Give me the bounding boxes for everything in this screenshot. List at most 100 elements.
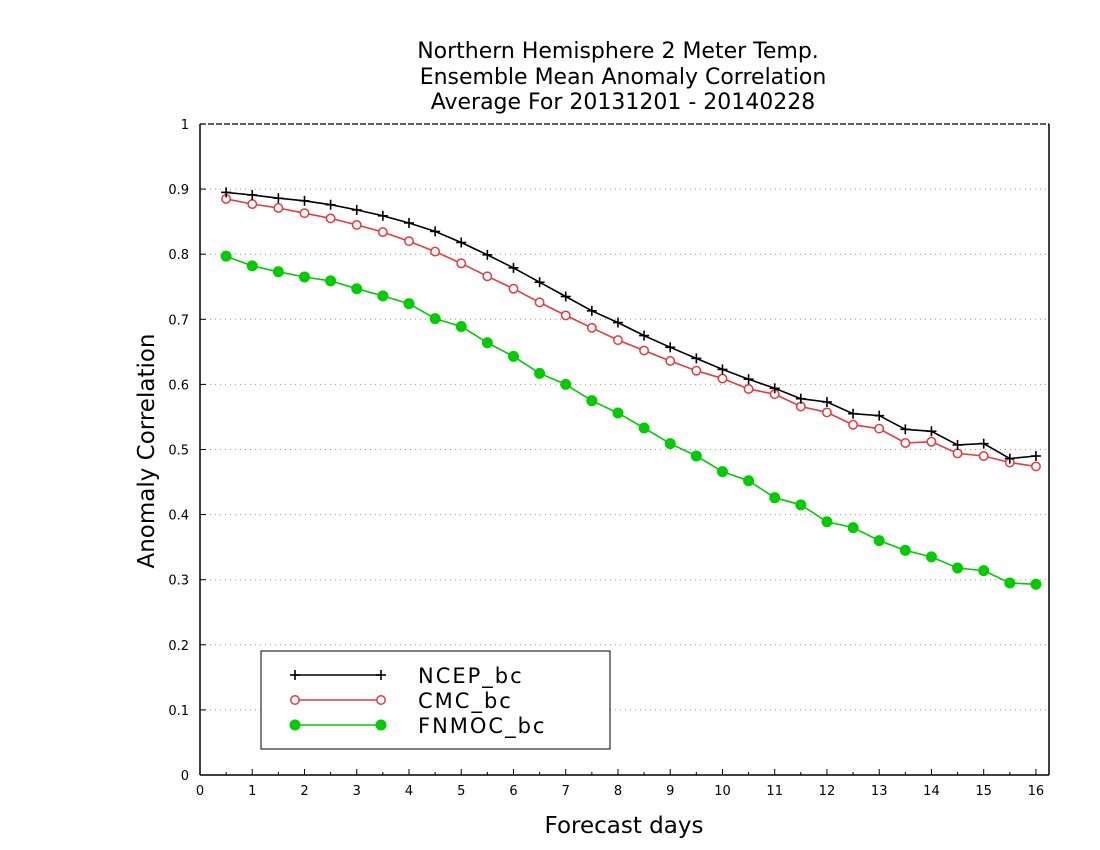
data-point-cmc-bc-13 [560,310,571,321]
data-point-fnmoc-bc-9 [455,320,467,332]
data-point-fnmoc-bc-19 [716,466,728,478]
data-point-cmc-bc-19 [717,373,728,384]
data-point-ncep-bc-29 [978,438,989,449]
data-point-cmc-bc-7 [404,236,414,247]
data-point-fnmoc-bc-17 [664,438,676,450]
data-point-fnmoc-bc-10 [481,337,493,349]
x-tick-label-16: 16 [1028,784,1045,799]
x-tick-label-14: 14 [923,784,940,799]
data-point-fnmoc-bc-26 [899,544,911,556]
series-ncep-bc [221,187,1041,464]
data-point-fnmoc-bc-0 [220,250,232,262]
x-tick-label-15: 15 [975,784,992,799]
data-point-ncep-bc-22 [795,393,806,404]
legend-marker-fnmoc-bc-left [289,719,301,731]
data-point-fnmoc-bc-28 [952,562,964,574]
data-point-fnmoc-bc-13 [560,378,572,390]
data-point-fnmoc-bc-20 [743,475,755,487]
data-point-cmc-bc-28 [952,448,963,459]
x-tick-label-5: 5 [457,784,465,799]
series-line-cmc-bc [225,198,1037,468]
data-point-cmc-bc-4 [325,213,336,224]
x-tick-label-10: 10 [714,784,731,799]
data-point-fnmoc-bc-7 [403,298,415,310]
series-line-fnmoc-bc [225,255,1036,586]
chart-title: Northern Hemisphere 2 Meter Temp. Ensemb… [417,39,826,115]
data-point-ncep-bc-13 [560,291,571,302]
data-point-ncep-bc-25 [874,410,885,421]
legend-label-fnmoc-bc: FNMOC_bc [418,714,546,739]
data-point-fnmoc-bc-14 [586,395,598,407]
data-point-ncep-bc-4 [325,199,336,210]
x-tick-label-12: 12 [819,784,836,799]
x-tick-label-4: 4 [405,784,413,799]
data-point-cmc-bc-16 [639,345,650,356]
data-point-ncep-bc-28 [952,439,963,450]
legend-entry-fnmoc-bc: FNMOC_bc [289,714,546,739]
chart-title-line-2: Ensemble Mean Anomaly Correlation [420,65,827,90]
legend-marker-fnmoc-bc-right [375,719,387,731]
y-tick-label-2: 0.2 [168,639,189,654]
data-point-cmc-bc-31 [1030,461,1041,472]
legend-marker-cmc-bc-right [376,695,386,705]
data-point-fnmoc-bc-29 [978,565,990,577]
x-tick-label-11: 11 [766,784,783,799]
data-point-fnmoc-bc-2 [272,266,284,278]
chart-title-line-1: Northern Hemisphere 2 Meter Temp. [417,39,819,64]
data-point-ncep-bc-6 [377,210,388,221]
legend-label-ncep-bc: NCEP_bc [418,664,524,689]
data-point-cmc-bc-23 [822,407,832,418]
data-point-fnmoc-bc-21 [769,492,781,504]
y-axis-ticks: 0 0.1 0.2 0.3 0.4 0.5 0.6 0.7 0.8 0.9 1 [168,118,206,784]
data-point-cmc-bc-17 [665,356,676,366]
data-point-fnmoc-bc-16 [638,422,650,434]
data-point-cmc-bc-12 [534,297,545,308]
data-point-fnmoc-bc-11 [507,350,519,362]
x-tick-label-13: 13 [871,784,888,799]
data-point-ncep-bc-12 [534,277,545,288]
data-point-fnmoc-bc-6 [377,290,389,302]
x-tick-label-7: 7 [562,784,570,799]
data-point-cmc-bc-14 [586,322,597,333]
y-tick-label-10: 1 [181,118,189,133]
data-point-ncep-bc-27 [926,426,937,437]
data-point-ncep-bc-11 [508,262,519,273]
data-point-fnmoc-bc-1 [246,260,258,272]
data-point-ncep-bc-18 [691,353,702,364]
data-point-ncep-bc-17 [665,342,676,353]
gridlines [200,188,1049,711]
data-point-ncep-bc-8 [430,226,441,237]
x-axis-label: Forecast days [545,813,704,839]
data-point-cmc-bc-24 [848,419,859,430]
data-point-cmc-bc-29 [978,451,989,461]
legend-entry-cmc-bc: CMC_bc [290,689,511,714]
y-tick-label-6: 0.6 [168,378,189,393]
y-tick-label-5: 0.5 [168,444,189,459]
data-point-ncep-bc-30 [1004,453,1015,464]
x-axis-ticks: 0 1 2 3 4 5 6 7 8 9 10 11 12 13 14 15 16 [196,769,1044,799]
data-point-cmc-bc-18 [691,365,702,376]
y-tick-label-8: 0.8 [168,248,189,263]
chart-title-line-3: Average For 20131201 - 20140228 [431,90,816,115]
legend-entry-ncep-bc: NCEP_bc [290,664,524,689]
data-point-cmc-bc-5 [351,219,362,230]
data-point-ncep-bc-19 [717,364,728,375]
data-point-cmc-bc-10 [482,271,493,282]
plot-series [220,187,1042,590]
y-axis-label: Anomaly Correlation [134,333,160,568]
data-point-cmc-bc-1 [247,199,258,210]
data-point-ncep-bc-24 [848,408,859,419]
series-line-ncep-bc [226,191,1036,460]
data-point-fnmoc-bc-3 [298,271,310,283]
series-cmc-bc [221,193,1041,472]
y-tick-label-1: 0.1 [168,704,189,719]
data-point-cmc-bc-9 [456,258,467,269]
data-point-fnmoc-bc-15 [612,407,624,419]
data-point-cmc-bc-20 [743,384,754,394]
data-point-fnmoc-bc-27 [925,551,937,563]
x-tick-label-9: 9 [666,784,674,799]
data-point-ncep-bc-15 [612,317,623,328]
legend-marker-ncep-bc-right [376,670,386,680]
data-point-cmc-bc-6 [377,227,388,238]
